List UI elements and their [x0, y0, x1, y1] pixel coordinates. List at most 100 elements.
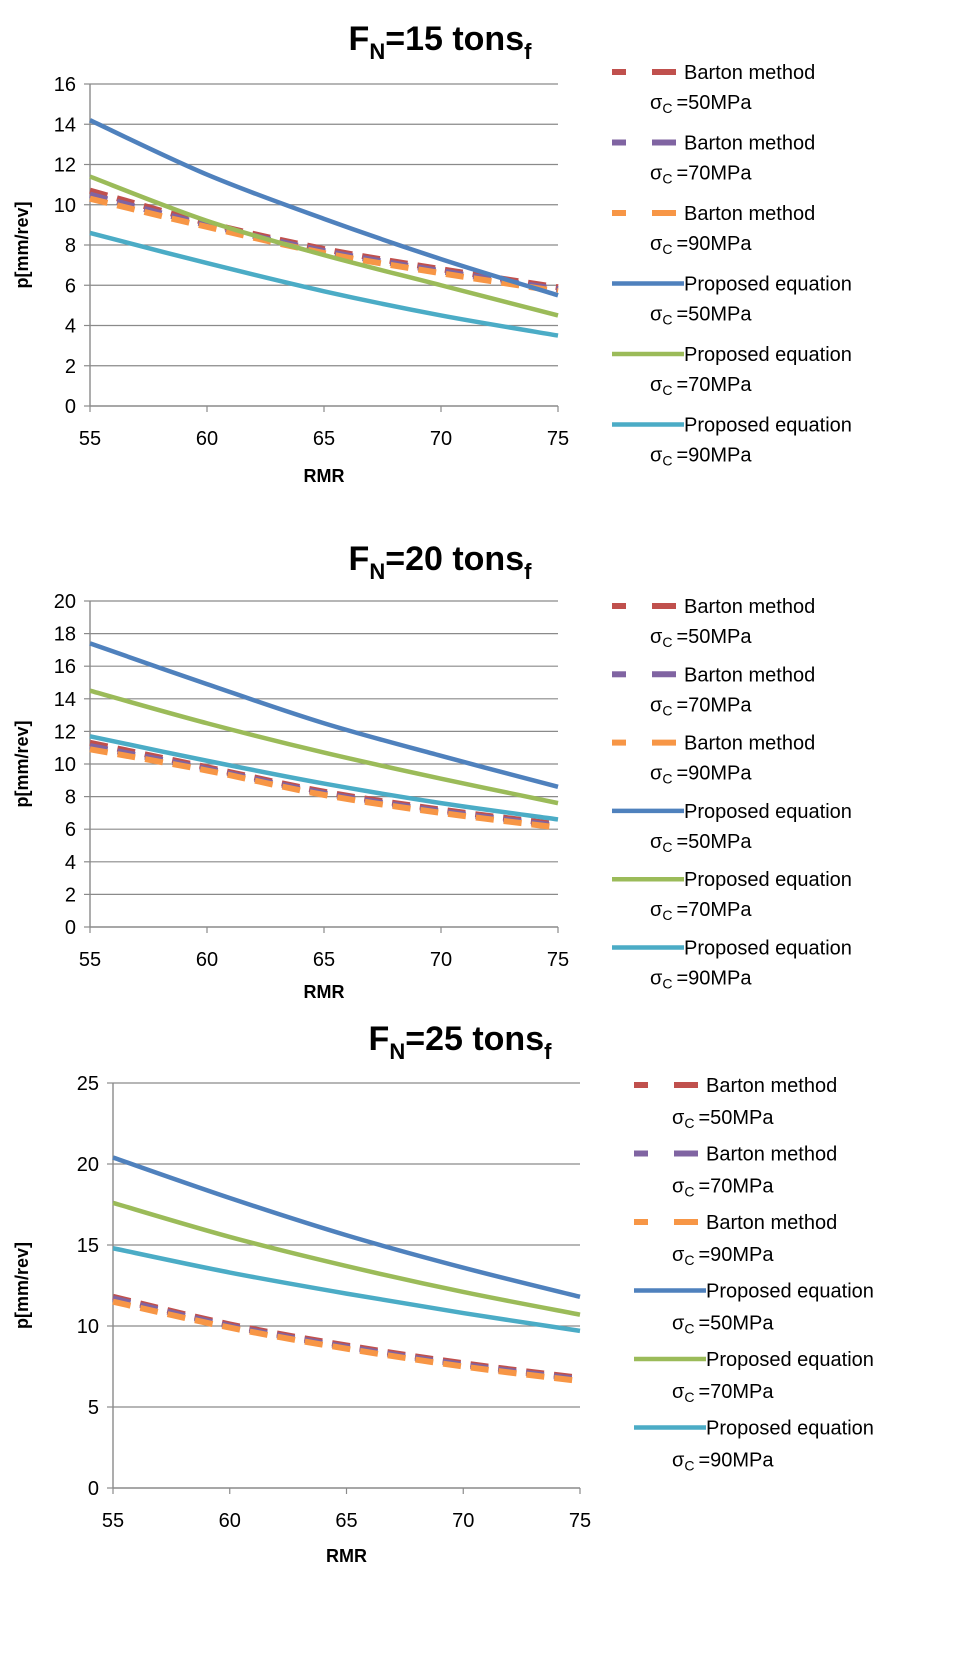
legend-sigma-label: σC =50MPa [672, 1107, 774, 1131]
series-line-1 [112, 1293, 581, 1381]
x-tick-label: 65 [335, 1510, 357, 1532]
x-axis-label: RMR [326, 1546, 367, 1566]
legend-label: Barton method [684, 664, 815, 686]
legend-label: Barton method [684, 596, 815, 618]
legend-sigma-label: σC =70MPa [650, 899, 752, 923]
legend: Barton method σC =50MPa Barton method σC =70M… [612, 62, 852, 469]
x-tick-label: 55 [79, 428, 101, 450]
legend-label: Proposed equation [706, 1281, 874, 1303]
x-axis-label: RMR [304, 466, 345, 486]
legend-sigma-label: σC =90MPa [650, 445, 752, 469]
y-tick-label: 10 [54, 195, 76, 217]
x-tick-label: 60 [196, 949, 218, 971]
legend-entry: Proposed equation σC =50MPa [612, 801, 852, 855]
legend-sigma-label: σC =70MPa [650, 374, 752, 398]
y-tick-label: 8 [65, 235, 76, 257]
legend-entry: Barton method σC =90MPa [612, 203, 815, 257]
legend-entry: Proposed equation σC =70MPa [612, 869, 852, 923]
legend-label: Proposed equation [684, 344, 852, 366]
x-tick-label: 75 [569, 1510, 591, 1532]
legend-entry: Proposed equation σC =90MPa [634, 1418, 874, 1474]
legend-label: Proposed equation [684, 801, 852, 823]
y-tick-label: 6 [65, 275, 76, 297]
legend-label: Barton method [684, 62, 815, 84]
y-tick-label: 0 [65, 917, 76, 939]
series-line-5 [89, 688, 559, 806]
legend-sigma-label: σC =90MPa [672, 1450, 774, 1474]
legend-label: Barton method [706, 1212, 837, 1234]
y-tick-label: 4 [65, 316, 76, 338]
chart-3: FN=25 tonsf 0 5 10 15 20 25 55 60 65 70 75 RMR p[mm/r… [12, 1020, 874, 1566]
y-tick-label: 20 [54, 591, 76, 613]
legend-sigma-label: σC =50MPa [650, 304, 752, 328]
legend: Barton method σC =50MPa Barton method σC =70M… [634, 1075, 874, 1474]
series-line-6 [89, 734, 559, 822]
x-tick-label: 60 [196, 428, 218, 450]
legend-entry: Proposed equation σC =90MPa [612, 938, 852, 992]
y-tick-label: 10 [77, 1316, 99, 1338]
legend-sigma-label: σC =50MPa [650, 831, 752, 855]
legend-sigma-label: σC =90MPa [650, 233, 752, 257]
legend-entry: Proposed equation σC =70MPa [612, 344, 852, 398]
legend-entry: Proposed equation σC =50MPa [634, 1281, 874, 1337]
legend-sigma-label: σC =90MPa [650, 763, 752, 787]
y-tick-label: 15 [77, 1235, 99, 1257]
legend-label: Barton method [684, 133, 815, 155]
legend-entry: Barton method σC =90MPa [634, 1212, 837, 1268]
legend-label: Proposed equation [706, 1349, 874, 1371]
y-tick-label: 10 [54, 754, 76, 776]
legend-entry: Barton method σC =70MPa [612, 133, 815, 187]
legend-entry: Barton method σC =50MPa [634, 1075, 837, 1131]
y-tick-label: 12 [54, 721, 76, 743]
series-line-3 [112, 1298, 581, 1385]
x-tick-label: 55 [102, 1510, 124, 1532]
series-line-5 [89, 174, 559, 318]
legend-sigma-label: σC =50MPa [650, 92, 752, 116]
y-tick-label: 8 [65, 787, 76, 809]
legend-entry: Barton method σC =50MPa [612, 62, 815, 116]
legend-label: Proposed equation [684, 415, 852, 437]
y-axis-label: p[mm/rev] [12, 1242, 32, 1329]
y-tick-label: 14 [54, 114, 76, 136]
x-tick-label: 75 [547, 428, 569, 450]
series-line-6 [89, 230, 559, 338]
series-line-3 [89, 746, 559, 831]
legend-label: Barton method [684, 733, 815, 755]
legend-sigma-label: σC =70MPa [672, 1381, 774, 1405]
legend-entry: Proposed equation σC =70MPa [634, 1349, 874, 1405]
x-tick-label: 65 [313, 428, 335, 450]
y-tick-label: 16 [54, 74, 76, 96]
legend-sigma-label: σC =50MPa [672, 1313, 774, 1337]
y-axis-label: p[mm/rev] [12, 201, 32, 288]
legend-entry: Proposed equation σC =50MPa [612, 274, 852, 328]
x-tick-label: 70 [452, 1510, 474, 1532]
x-axis-label: RMR [304, 982, 345, 1002]
y-tick-label: 2 [65, 884, 76, 906]
legend-sigma-label: σC =70MPa [650, 163, 752, 187]
y-tick-label: 4 [65, 852, 76, 874]
y-axis-label: p[mm/rev] [12, 720, 32, 807]
chart-1: FN=15 tonsf 0 2 4 6 8 10 12 14 16 55 60 65 70 75 RMR p[m… [12, 20, 852, 486]
legend-entry: Barton method σC =50MPa [612, 596, 815, 650]
legend-sigma-label: σC =90MPa [672, 1244, 774, 1268]
series-line-4 [89, 118, 559, 298]
legend-entry: Proposed equation σC =90MPa [612, 415, 852, 469]
legend-sigma-label: σC =90MPa [650, 968, 752, 992]
y-tick-label: 6 [65, 819, 76, 841]
legend-sigma-label: σC =70MPa [672, 1176, 774, 1200]
chart-2: FN=20 tonsf 0 2 4 6 8 10 12 14 16 18 20 55 60 65 70 75 RM… [12, 540, 852, 1002]
chart-title: FN=15 tonsf [349, 20, 533, 64]
legend-entry: Barton method σC =70MPa [634, 1144, 837, 1200]
legend-sigma-label: σC =70MPa [650, 694, 752, 718]
legend-entry: Barton method σC =90MPa [612, 733, 815, 787]
x-tick-label: 65 [313, 949, 335, 971]
y-tick-label: 5 [88, 1397, 99, 1419]
x-tick-label: 75 [547, 949, 569, 971]
series-line-6 [112, 1246, 581, 1334]
y-tick-label: 0 [88, 1478, 99, 1500]
y-tick-label: 14 [54, 689, 76, 711]
x-tick-label: 70 [430, 949, 452, 971]
y-tick-label: 16 [54, 656, 76, 678]
x-tick-label: 60 [219, 1510, 241, 1532]
